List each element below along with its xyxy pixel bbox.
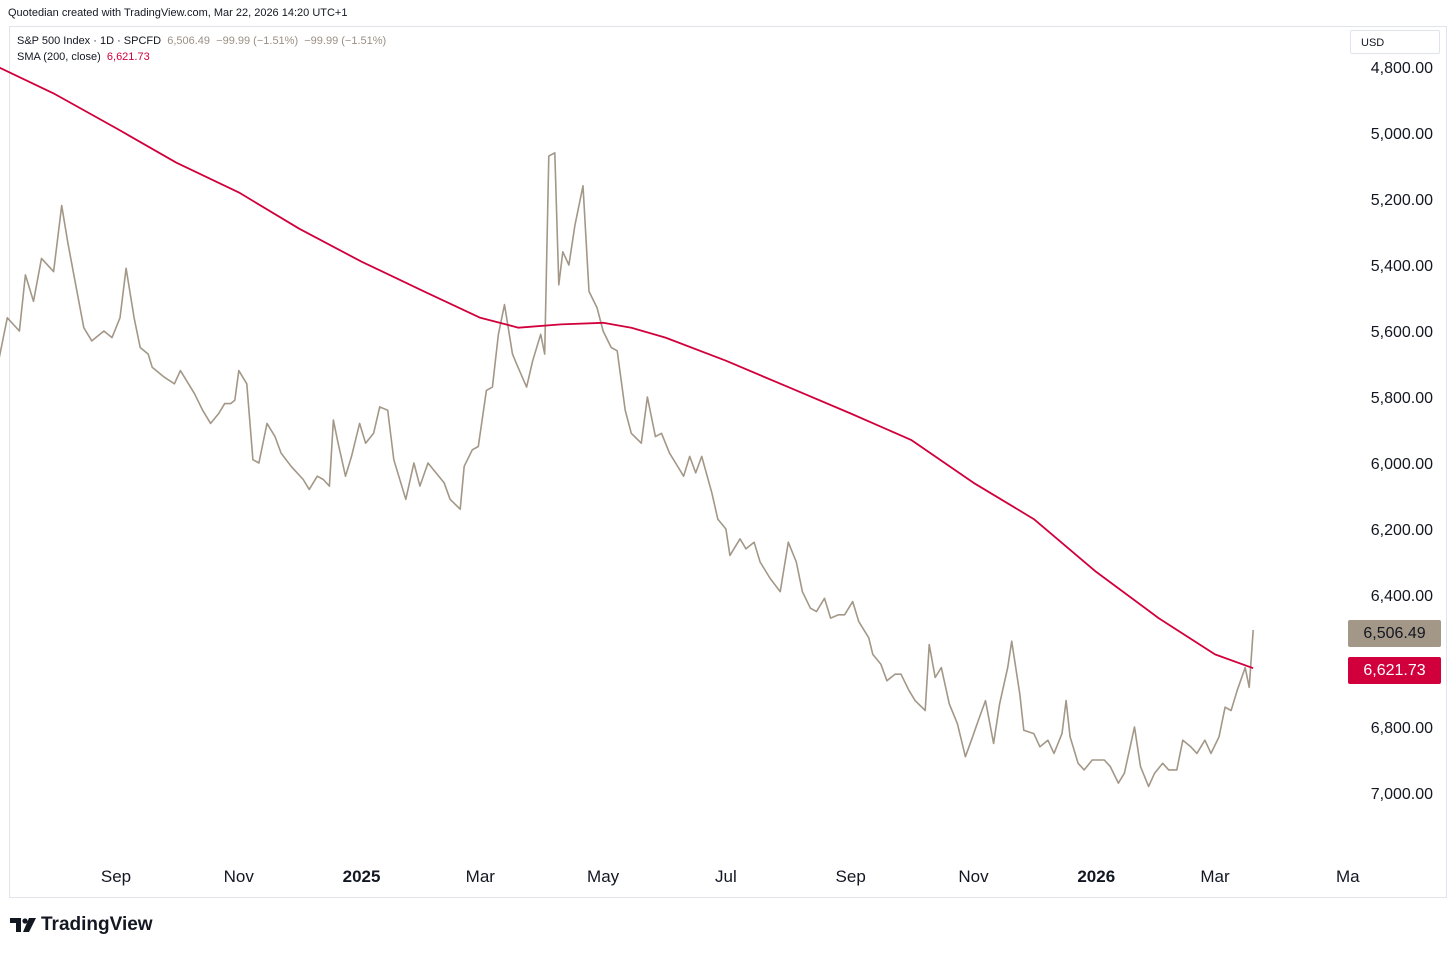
x-tick-label: Ma [1336,867,1360,886]
y-tick-label: 7,000.00 [1371,786,1433,803]
y-tick-label: 6,000.00 [1371,456,1433,473]
x-tick-label: 2026 [1077,867,1115,886]
legend-change: −99.99 (−1.51%) [216,35,299,47]
chart-legend: S&P 500 Index · 1D · SPCFD 6,506.49 −99.… [17,33,386,65]
tradingview-logo-icon [10,918,36,932]
legend-change-2: −99.99 (−1.51%) [304,35,387,47]
y-tick-label: 6,400.00 [1371,588,1433,605]
x-tick-label: Nov [958,867,989,886]
legend-sma-label: SMA (200, close) [17,51,101,63]
legend-sma-value: 6,621.73 [106,51,150,63]
y-axis: 4,800.00 5,000.00 5,200.00 5,400.00 5,600.00… [1371,60,1433,803]
footer-brand: TradingView [41,914,153,935]
x-tick-label: Jul [715,867,737,886]
x-tick-label: Sep [101,867,131,886]
y-tick-label: 6,200.00 [1371,522,1433,539]
currency-selector[interactable]: USD [1350,30,1440,54]
y-tick-label: 4,800.00 [1371,60,1433,77]
x-tick-label: Nov [224,867,255,886]
last-price-badge: 6,506.49 [1348,620,1441,647]
y-tick-label: 6,800.00 [1371,720,1433,737]
chart-frame[interactable] [9,26,1447,898]
x-tick-label: Sep [836,867,866,886]
legend-symbol-row[interactable]: S&P 500 Index · 1D · SPCFD 6,506.49 −99.… [17,33,386,49]
currency-label: USD [1361,37,1385,49]
x-tick-label: 2025 [343,867,381,886]
y-tick-label: 5,000.00 [1371,126,1433,143]
chart-credit: Quotedian created with TradingView.com, … [8,7,348,19]
legend-last: 6,506.49 [167,35,211,47]
x-tick-label: Mar [1200,867,1230,886]
x-tick-label: May [587,867,620,886]
x-tick-label: Mar [466,867,496,886]
y-tick-label: 5,200.00 [1371,192,1433,209]
sma-line[interactable] [0,64,1254,670]
legend-sma-row[interactable]: SMA (200, close) 6,621.73 [17,49,386,65]
sma-price-badge: 6,621.73 [1348,657,1441,684]
tradingview-logo[interactable]: TradingView [10,914,153,936]
y-tick-label: 5,400.00 [1371,258,1433,275]
legend-symbol: S&P 500 Index · 1D · SPCFD [17,35,162,47]
series-layer [0,64,1254,788]
price-line[interactable] [0,152,1254,788]
y-tick-label: 5,800.00 [1371,390,1433,407]
y-tick-label: 5,600.00 [1371,324,1433,341]
x-axis: Sep Nov 2025 Mar May Jul Sep Nov 2026 Mar Ma [101,867,1360,886]
